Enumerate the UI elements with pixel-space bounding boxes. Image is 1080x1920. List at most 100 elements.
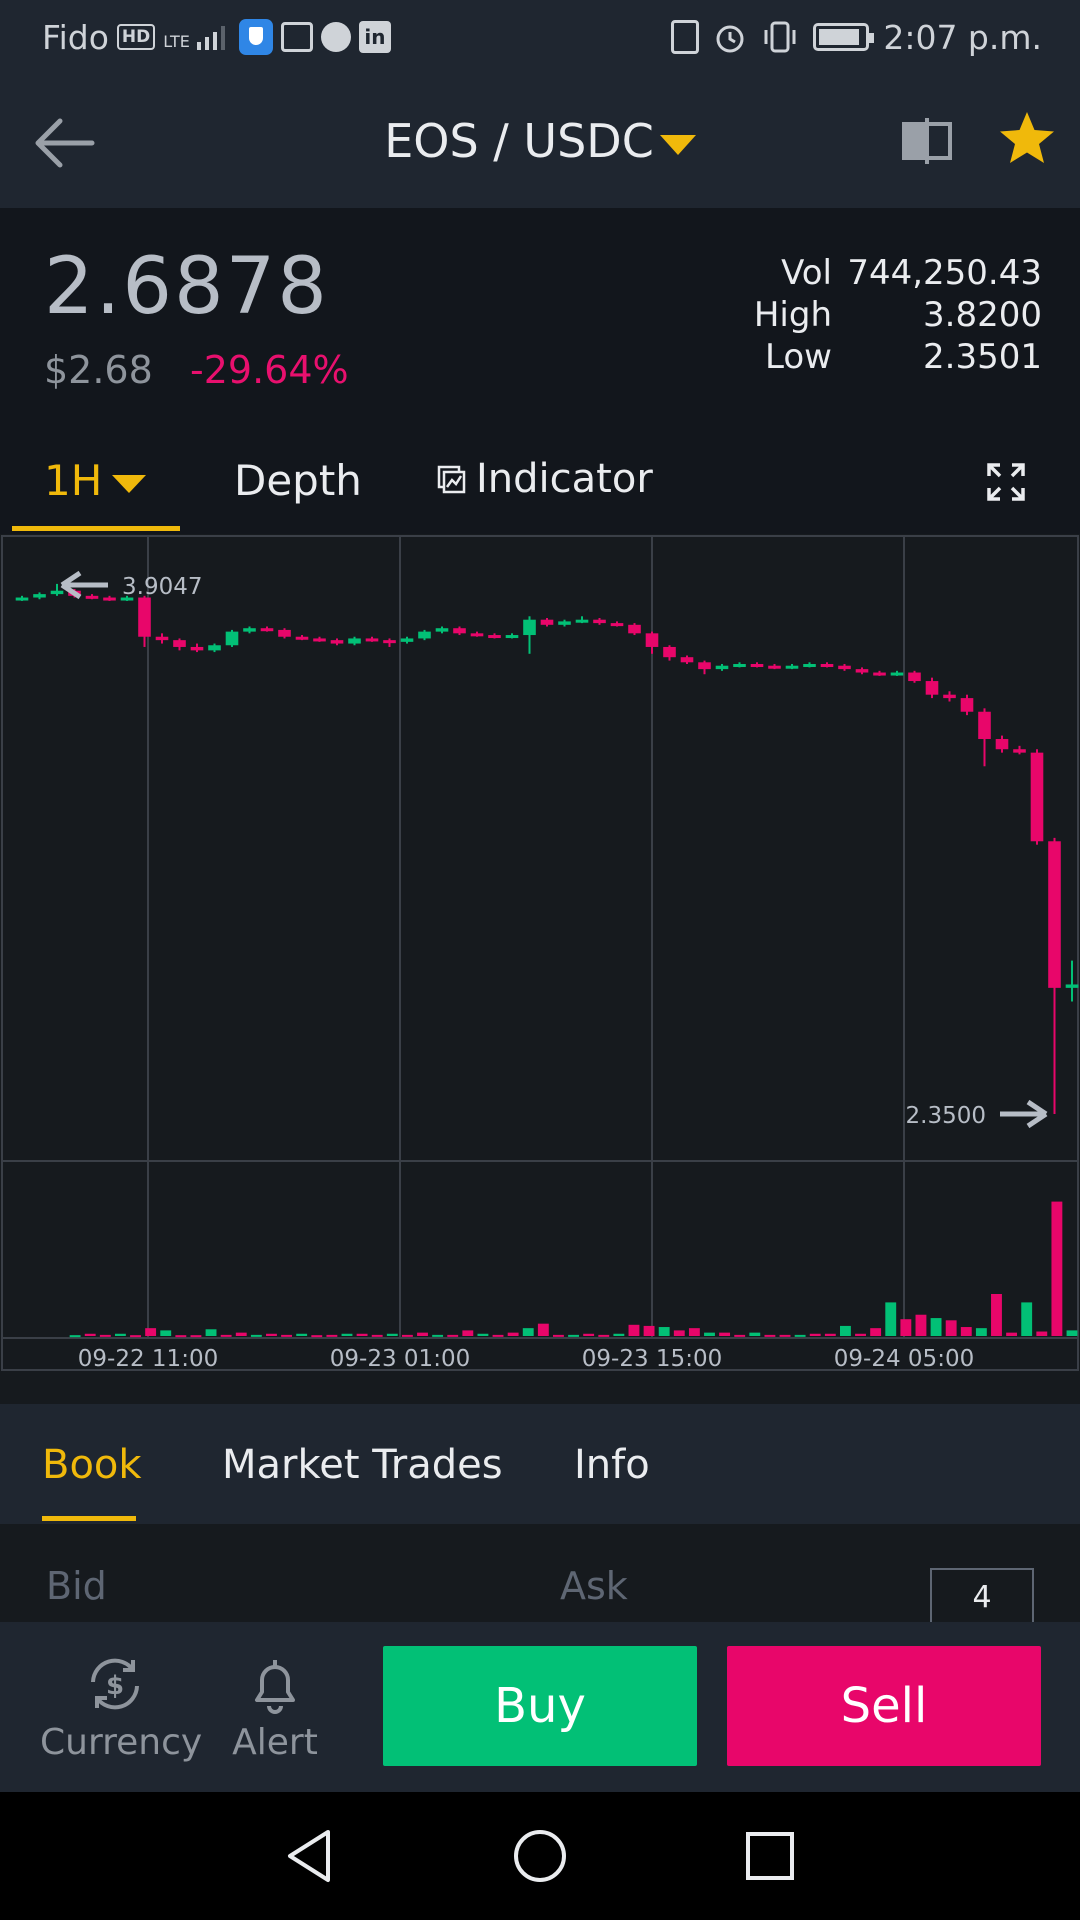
tab-indicator[interactable]: Indicator bbox=[436, 456, 653, 502]
candle-body bbox=[855, 669, 869, 673]
volume-bar bbox=[190, 1335, 202, 1338]
candle-body bbox=[978, 711, 991, 740]
indicator-label: Indicator bbox=[476, 456, 653, 502]
nfc-icon bbox=[671, 20, 700, 54]
candle-body bbox=[715, 665, 729, 670]
candlestick-chart[interactable]: 3.9047 2.3500 09-22 11:00 09-23 01:00 09… bbox=[0, 534, 1080, 1372]
candle-body bbox=[208, 645, 221, 651]
tab-market-trades[interactable]: Market Trades bbox=[222, 1442, 503, 1488]
depth-precision-select[interactable]: 4 bbox=[930, 1568, 1034, 1624]
candle-body bbox=[943, 694, 956, 699]
candle-body bbox=[890, 672, 904, 676]
sell-button[interactable]: Sell bbox=[727, 1646, 1041, 1766]
candle-body bbox=[120, 597, 134, 601]
volume-bar bbox=[250, 1334, 262, 1337]
x-tick-label: 09-22 11:00 bbox=[78, 1346, 218, 1372]
volume-bar bbox=[824, 1333, 836, 1336]
candle-body bbox=[558, 621, 571, 625]
vol-value: 744,250.43 bbox=[847, 253, 1042, 293]
fullscreen-icon[interactable] bbox=[986, 462, 1026, 502]
volume-bar bbox=[870, 1328, 882, 1336]
tab-book[interactable]: Book bbox=[42, 1442, 142, 1488]
pair-title: EOS / USDC bbox=[384, 114, 654, 168]
indicator-icon bbox=[437, 465, 466, 494]
volume-bar bbox=[734, 1334, 746, 1337]
volume-bar bbox=[598, 1334, 610, 1337]
candle-body bbox=[383, 640, 396, 644]
split-view-icon[interactable] bbox=[900, 114, 954, 168]
volume-bar bbox=[1006, 1332, 1018, 1336]
candle-body bbox=[260, 628, 274, 632]
market-tabs: Book Market Trades Info bbox=[0, 1404, 1080, 1524]
volume-bar bbox=[553, 1334, 564, 1337]
candle-body bbox=[925, 681, 939, 695]
candle-body bbox=[960, 698, 974, 712]
hd-badge: HD bbox=[116, 24, 156, 50]
min-marker-arrow-icon bbox=[1000, 1099, 1048, 1129]
alert-button[interactable]: Alert bbox=[225, 1652, 325, 1763]
candle-body bbox=[645, 633, 659, 647]
nav-recents-icon[interactable] bbox=[740, 1826, 800, 1886]
volume-bar bbox=[507, 1332, 519, 1336]
volume-bar bbox=[341, 1333, 353, 1336]
chart-grid bbox=[1, 535, 1079, 1371]
candle-body bbox=[1065, 984, 1079, 988]
stat-high: High 3.8200 bbox=[752, 294, 1042, 336]
pair-selector[interactable]: EOS / USDC bbox=[0, 114, 1080, 168]
candle-body bbox=[873, 672, 886, 676]
status-left: Fido HD LTE in bbox=[42, 16, 391, 58]
volume-bar bbox=[371, 1334, 383, 1337]
active-tab-underline bbox=[42, 1516, 136, 1521]
volume-bar bbox=[613, 1333, 625, 1336]
volume-bar bbox=[84, 1333, 96, 1336]
currency-button[interactable]: $ Currency bbox=[40, 1652, 202, 1763]
favorite-star-icon[interactable] bbox=[996, 108, 1058, 170]
clock: 2:07 p.m. bbox=[883, 17, 1042, 57]
volume-bar bbox=[356, 1333, 368, 1336]
action-bar: $ Currency Alert Buy Sell bbox=[0, 1622, 1080, 1792]
volume-bar bbox=[266, 1333, 277, 1336]
volume-bar bbox=[235, 1332, 247, 1336]
volume-bar bbox=[401, 1334, 413, 1337]
last-price: 2.6878 bbox=[44, 242, 329, 332]
chart-canvas[interactable]: 3.9047 2.3500 09-22 11:00 09-23 01:00 09… bbox=[0, 534, 1080, 1372]
buy-button[interactable]: Buy bbox=[383, 1646, 697, 1766]
volume-bar bbox=[749, 1332, 761, 1336]
volume-bar bbox=[583, 1333, 595, 1336]
candle-body bbox=[505, 635, 519, 639]
stat-vol: Vol 744,250.43 bbox=[752, 252, 1042, 294]
tab-interval[interactable]: 1H bbox=[44, 456, 147, 505]
volume-bar bbox=[417, 1332, 428, 1336]
vol-label: Vol bbox=[781, 253, 832, 293]
volume-bar bbox=[281, 1334, 293, 1337]
candle-body bbox=[680, 657, 694, 663]
volume-bar bbox=[930, 1318, 942, 1336]
candle-body bbox=[365, 638, 379, 642]
order-book-header: Bid Ask 4 bbox=[0, 1524, 1080, 1624]
candle-body bbox=[295, 636, 309, 640]
candle-body bbox=[593, 619, 606, 624]
volume-bar bbox=[779, 1334, 791, 1337]
candle-body bbox=[138, 597, 151, 637]
candle-body bbox=[348, 638, 361, 644]
currency-exchange-icon: $ bbox=[91, 1658, 139, 1710]
volume-bar bbox=[885, 1302, 897, 1336]
candle-body bbox=[15, 597, 29, 601]
x-tick-label: 09-23 01:00 bbox=[330, 1346, 470, 1372]
volume-bar bbox=[855, 1333, 866, 1336]
tab-info[interactable]: Info bbox=[574, 1442, 650, 1488]
volume-bar bbox=[537, 1323, 549, 1336]
nav-back-icon[interactable] bbox=[280, 1826, 340, 1886]
nav-home-icon[interactable] bbox=[510, 1826, 570, 1886]
candle-body bbox=[750, 664, 764, 668]
back-arrow-icon[interactable] bbox=[30, 108, 100, 178]
candle-body bbox=[628, 624, 641, 634]
vibrate-icon bbox=[764, 21, 796, 53]
candle-body bbox=[225, 631, 239, 646]
tab-depth[interactable]: Depth bbox=[234, 456, 362, 505]
volume-bar bbox=[145, 1328, 157, 1336]
candle-body bbox=[768, 665, 781, 669]
interval-label: 1H bbox=[44, 456, 103, 505]
price-panel: 2.6878 $2.68 -29.64% Vol 744,250.43 High… bbox=[0, 208, 1080, 426]
volume-bar bbox=[1021, 1302, 1033, 1336]
